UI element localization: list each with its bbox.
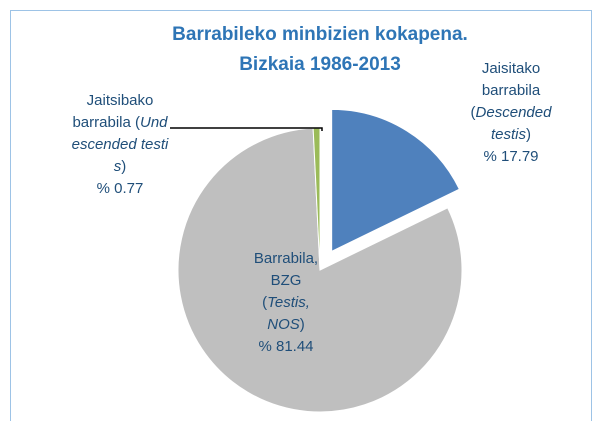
- chart-title: Barrabileko minbizien kokapena.: [172, 24, 468, 45]
- category-label: Jaitsibako barrabila (Undescended testis…: [71, 92, 169, 175]
- slice-label: Jaisitako barrabila (Descended testis) % …: [456, 58, 566, 168]
- value-label: % 17.79: [483, 148, 539, 165]
- pie-slice: [331, 108, 461, 253]
- pie-slice: [177, 127, 463, 413]
- category-label: Jaisitako barrabila (Descended testis): [470, 60, 552, 143]
- value-label: % 0.77: [96, 180, 144, 197]
- slice-label: Barrabila, BZG (Testis, NOS) % 81.44: [250, 248, 322, 358]
- value-label: % 81.44: [258, 338, 314, 355]
- leader-line: [170, 127, 323, 131]
- slice-label: Jaitsibako barrabila (Undescended testis…: [70, 90, 170, 200]
- chart-title: Bizkaia 1986-2013: [239, 54, 401, 75]
- category-label: Barrabila, BZG (Testis, NOS): [253, 250, 319, 333]
